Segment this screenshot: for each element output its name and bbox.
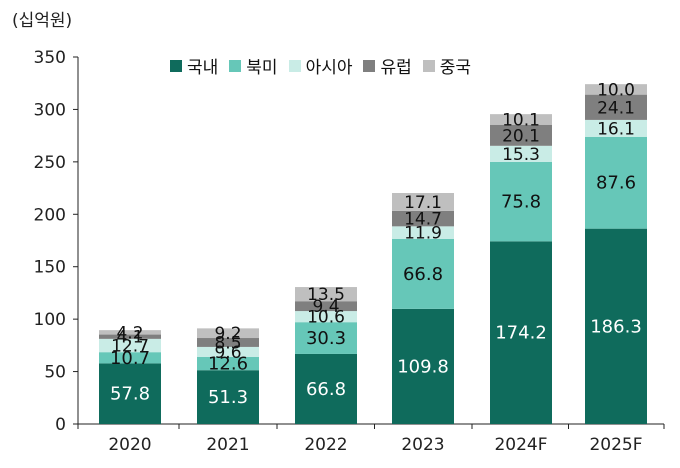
- bar-segment-domestic: [99, 363, 161, 424]
- data-label-europe: 24.1: [597, 98, 635, 118]
- legend-item-north-america: 북미: [229, 53, 278, 78]
- data-label-china: 13.5: [307, 285, 345, 305]
- bar-segment-north_america: [585, 136, 647, 229]
- data-label-north_america: 87.6: [596, 173, 636, 194]
- bar-segment-domestic: [392, 308, 454, 424]
- data-label-asia: 11.9: [404, 224, 442, 244]
- bar-segment-europe: [99, 334, 161, 339]
- data-label-europe: 8.5: [214, 333, 241, 353]
- data-label-china: 17.1: [404, 193, 442, 213]
- bar-segment-asia: [392, 226, 454, 239]
- bar-segment-china: [99, 330, 161, 335]
- legend-item-china: 중국: [422, 53, 472, 78]
- data-label-europe: 14.7: [404, 210, 442, 230]
- data-label-europe: 4.1: [116, 328, 143, 348]
- data-label-north_america: 75.8: [501, 192, 541, 213]
- data-label-europe: 20.1: [502, 126, 540, 146]
- legend-swatch-china: [422, 59, 435, 72]
- y-tick-label: 150: [34, 258, 66, 278]
- bar-segment-domestic: [197, 370, 259, 424]
- bar-segment-north_america: [295, 322, 357, 354]
- data-label-china: 10.1: [502, 110, 540, 130]
- bar-segment-north_america: [392, 238, 454, 309]
- data-label-china: 9.2: [214, 324, 241, 344]
- legend-label-china: 중국: [439, 58, 472, 78]
- bar-segment-china: [295, 287, 357, 302]
- bar-segment-asia: [197, 346, 259, 357]
- bar-segment-north_america: [490, 161, 552, 242]
- bar-segment-north_america: [99, 352, 161, 364]
- legend-label-asia: 아시아: [305, 58, 353, 78]
- y-axis-unit-label: (십억원): [12, 11, 73, 31]
- y-tick-label: 50: [44, 363, 66, 383]
- x-tick-label: 2021: [206, 435, 249, 455]
- bar-segment-china: [197, 328, 259, 339]
- data-label-europe: 9.4: [312, 297, 339, 317]
- bar-segment-china: [392, 192, 454, 211]
- bar-segment-asia: [585, 119, 647, 137]
- data-label-domestic: 174.2: [495, 323, 547, 344]
- legend-label-europe: 유럽: [380, 58, 412, 78]
- bar-segment-europe: [585, 94, 647, 120]
- y-tick-label: 200: [34, 205, 66, 225]
- legend-item-domestic: 국내: [170, 53, 218, 78]
- legend-swatch-europe: [363, 59, 376, 72]
- x-tick-label: 2025F: [589, 435, 642, 455]
- bar-segment-europe: [392, 210, 454, 227]
- x-tick-label: 2023: [401, 435, 444, 455]
- legend-item-asia: 아시아: [288, 53, 353, 78]
- data-label-north_america: 12.6: [208, 354, 248, 375]
- data-label-north_america: 10.7: [110, 348, 150, 369]
- bar-segment-europe: [197, 338, 259, 347]
- chart-legend: 국내 북미 아시아 유럽 중국: [170, 53, 482, 78]
- data-label-domestic: 57.8: [110, 384, 150, 405]
- bar-segment-domestic: [295, 353, 357, 424]
- bar-segment-asia: [295, 311, 357, 323]
- bar-segment-asia: [490, 145, 552, 162]
- bar-segment-asia: [99, 338, 161, 353]
- data-label-domestic: 186.3: [590, 316, 642, 337]
- data-label-asia: 16.1: [597, 119, 635, 139]
- x-tick-label: 2024F: [494, 435, 547, 455]
- data-label-china: 10.0: [597, 80, 635, 100]
- legend-swatch-domestic: [170, 59, 182, 72]
- bar-segment-europe: [490, 124, 552, 146]
- y-tick-label: 100: [34, 310, 66, 330]
- legend-item-europe: 유럽: [363, 53, 412, 78]
- data-label-north_america: 66.8: [403, 264, 443, 285]
- legend-swatch-north-america: [229, 59, 242, 72]
- data-label-domestic: 109.8: [397, 356, 449, 377]
- legend-swatch-asia: [288, 59, 301, 72]
- y-tick-label: 300: [34, 100, 66, 120]
- data-label-asia: 9.6: [214, 343, 241, 363]
- data-label-north_america: 30.3: [306, 328, 346, 349]
- bar-segment-china: [490, 114, 552, 125]
- y-tick-label: 350: [34, 48, 66, 68]
- data-label-china: 4.2: [116, 323, 143, 343]
- bar-segment-north_america: [197, 356, 259, 371]
- data-label-asia: 12.7: [111, 337, 149, 357]
- y-tick-label: 250: [34, 153, 66, 173]
- data-label-asia: 15.3: [502, 145, 540, 165]
- y-tick-label: 0: [55, 415, 66, 435]
- data-label-asia: 10.6: [307, 308, 345, 328]
- x-tick-label: 2022: [304, 435, 347, 455]
- data-label-domestic: 51.3: [208, 387, 248, 408]
- bar-segment-europe: [295, 301, 357, 312]
- bar-segment-china: [585, 84, 647, 95]
- data-label-domestic: 66.8: [306, 379, 346, 400]
- legend-label-domestic: 국내: [187, 58, 219, 78]
- bar-segment-domestic: [490, 241, 552, 424]
- bar-segment-domestic: [585, 228, 647, 424]
- x-tick-label: 2020: [108, 435, 151, 455]
- legend-label-north-america: 북미: [246, 58, 278, 78]
